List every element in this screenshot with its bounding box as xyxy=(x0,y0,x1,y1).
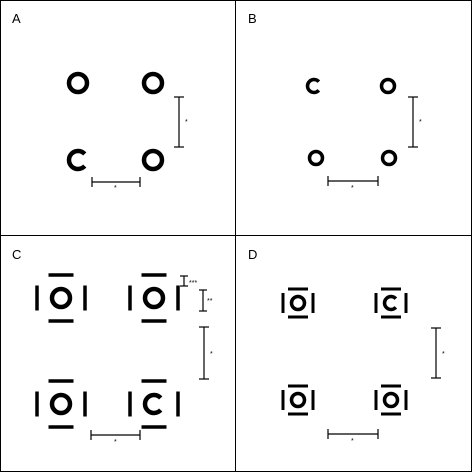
flanker-bottom xyxy=(141,319,167,323)
optotype-d-bottom-left xyxy=(281,384,315,416)
optotype-c-top-right xyxy=(128,273,180,323)
flanker-top xyxy=(288,384,308,388)
flanker-top xyxy=(381,287,401,291)
optotype-b-bottom-right xyxy=(380,149,398,167)
landolt-c-ring xyxy=(305,77,321,95)
flanker-left xyxy=(281,293,285,313)
optotype-a-bottom-left xyxy=(66,148,87,172)
significance-bar-c-vertical: * xyxy=(199,326,213,380)
flanker-left xyxy=(128,285,132,311)
significance-bar-c-small: *** xyxy=(180,275,197,287)
significance-label-b-vertical: * xyxy=(419,119,422,126)
significance-label-a-vertical: * xyxy=(185,119,188,126)
closed-ring xyxy=(289,391,307,409)
flanker-right xyxy=(176,391,180,417)
significance-bar-b-vertical: * xyxy=(408,96,422,148)
panel-label-c: C xyxy=(12,247,21,262)
optotype-c-bottom-right xyxy=(128,379,180,429)
flanker-left xyxy=(128,391,132,417)
optotype-a-bottom-right xyxy=(141,148,165,172)
closed-ring xyxy=(142,286,166,310)
optotype-a-top-right xyxy=(141,71,165,95)
closed-ring xyxy=(382,391,400,409)
significance-label-a-horizontal: * xyxy=(114,185,117,192)
significance-bar-a-horizontal: * xyxy=(91,177,141,192)
significance-label-c-horizontal: * xyxy=(114,439,117,446)
closed-ring xyxy=(49,392,73,416)
closed-ring xyxy=(141,148,165,172)
optotype-d-top-left xyxy=(281,287,315,319)
optotype-b-top-left xyxy=(305,77,321,95)
flanker-bottom xyxy=(48,425,74,429)
panel-b: B * * xyxy=(248,11,422,192)
panel-label-b: B xyxy=(248,11,257,26)
flanker-top xyxy=(48,273,74,277)
flanker-left xyxy=(35,391,39,417)
optotype-b-top-right xyxy=(379,77,397,95)
closed-ring xyxy=(307,149,325,167)
optotype-d-bottom-right xyxy=(374,384,408,416)
flanker-right xyxy=(176,285,180,311)
significance-bar-a-vertical: * xyxy=(174,96,188,148)
flanker-right xyxy=(83,391,87,417)
flanker-top xyxy=(141,273,167,277)
landolt-c-ring xyxy=(382,294,398,312)
optotype-a-top-left xyxy=(66,71,90,95)
significance-label-c-medium: ** xyxy=(207,298,213,305)
flanker-right xyxy=(83,285,87,311)
significance-label-b-horizontal: * xyxy=(351,185,354,192)
flanker-bottom xyxy=(141,425,167,429)
flanker-right xyxy=(311,293,315,313)
significance-bar-c-medium: ** xyxy=(199,289,213,312)
closed-ring xyxy=(49,286,73,310)
optotype-d-top-right xyxy=(374,287,408,319)
significance-label-c-vertical: * xyxy=(210,351,213,358)
panel-a: A * * xyxy=(12,11,188,192)
flanker-bottom xyxy=(288,315,308,319)
optotype-b-bottom-left xyxy=(307,149,325,167)
flanker-right xyxy=(311,390,315,410)
flanker-bottom xyxy=(381,315,401,319)
flanker-top xyxy=(141,379,167,383)
flanker-bottom xyxy=(288,412,308,416)
panel-label-d: D xyxy=(248,247,257,262)
closed-ring xyxy=(66,71,90,95)
flanker-left xyxy=(35,285,39,311)
flanker-bottom xyxy=(381,412,401,416)
flanker-left xyxy=(374,293,378,313)
closed-ring xyxy=(141,71,165,95)
significance-label-c-small: *** xyxy=(189,280,197,287)
significance-bar-d-vertical: * xyxy=(431,327,445,379)
closed-ring xyxy=(380,149,398,167)
landolt-c-ring xyxy=(142,392,163,416)
flanker-left xyxy=(374,390,378,410)
optotype-c-bottom-left xyxy=(35,379,87,429)
panel-d: D * * xyxy=(248,247,445,445)
flanker-left xyxy=(281,390,285,410)
flanker-top xyxy=(381,384,401,388)
significance-bar-c-horizontal: * xyxy=(90,430,141,446)
flanker-top xyxy=(288,287,308,291)
optotype-c-top-left xyxy=(35,273,87,323)
panel-c: C *** ** * xyxy=(12,247,213,446)
closed-ring xyxy=(289,294,307,312)
flanker-bottom xyxy=(48,319,74,323)
panel-label-a: A xyxy=(12,11,21,26)
landolt-c-ring xyxy=(66,148,87,172)
significance-label-d-vertical: * xyxy=(442,351,445,358)
closed-ring xyxy=(379,77,397,95)
significance-bar-d-horizontal: * xyxy=(327,429,379,445)
significance-label-d-horizontal: * xyxy=(351,438,354,445)
flanker-right xyxy=(404,390,408,410)
flanker-top xyxy=(48,379,74,383)
significance-bar-b-horizontal: * xyxy=(327,176,379,192)
flanker-right xyxy=(404,293,408,313)
